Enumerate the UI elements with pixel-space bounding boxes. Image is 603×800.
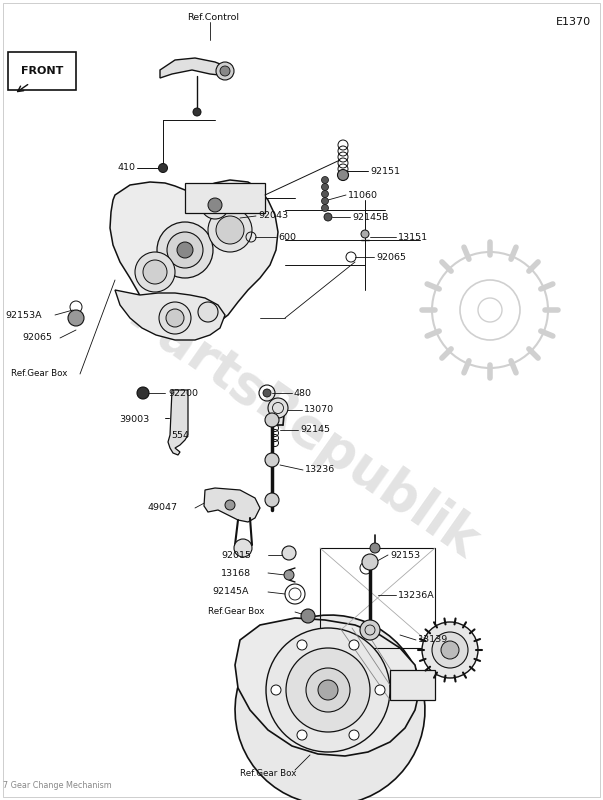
Circle shape (265, 413, 279, 427)
Circle shape (349, 640, 359, 650)
Text: 600: 600 (278, 233, 296, 242)
Text: 39003: 39003 (119, 415, 150, 425)
Text: 92153A: 92153A (5, 310, 42, 319)
Circle shape (216, 62, 234, 80)
Text: E1370: E1370 (556, 17, 591, 27)
Circle shape (324, 213, 332, 221)
Circle shape (375, 685, 385, 695)
Circle shape (234, 539, 252, 557)
Text: 92145B: 92145B (352, 213, 388, 222)
Text: 13236: 13236 (305, 466, 335, 474)
Circle shape (297, 640, 307, 650)
Text: 13139: 13139 (418, 635, 448, 645)
Text: 92151: 92151 (370, 166, 400, 175)
Text: FRONT: FRONT (21, 66, 63, 76)
Circle shape (321, 183, 329, 190)
Polygon shape (204, 488, 260, 522)
Circle shape (198, 302, 218, 322)
Text: 554: 554 (171, 430, 189, 439)
Circle shape (167, 232, 203, 268)
Circle shape (216, 216, 244, 244)
Circle shape (220, 66, 230, 76)
Circle shape (361, 230, 369, 238)
Polygon shape (168, 390, 188, 455)
Text: Ref.Gear Box: Ref.Gear Box (208, 607, 264, 617)
Circle shape (370, 543, 380, 553)
Text: Ref.Control: Ref.Control (187, 14, 239, 22)
Text: Ref.Gear Box: Ref.Gear Box (11, 370, 68, 378)
Text: 92065: 92065 (22, 334, 52, 342)
Text: 13070: 13070 (304, 406, 334, 414)
Polygon shape (160, 58, 230, 78)
Text: 11060: 11060 (348, 190, 378, 199)
Text: 13236A: 13236A (398, 590, 435, 599)
Circle shape (137, 387, 149, 399)
Text: 92145A: 92145A (212, 587, 248, 597)
Circle shape (271, 685, 281, 695)
Circle shape (208, 208, 252, 252)
Text: 13151: 13151 (398, 233, 428, 242)
Bar (185, 183, 265, 213)
Text: 92043: 92043 (258, 211, 288, 221)
Text: 92200: 92200 (168, 389, 198, 398)
Circle shape (306, 668, 350, 712)
Text: 410: 410 (118, 163, 136, 173)
Circle shape (159, 302, 191, 334)
Text: 7 Gear Change Mechanism: 7 Gear Change Mechanism (3, 781, 112, 790)
Circle shape (422, 622, 478, 678)
Circle shape (159, 163, 168, 173)
Circle shape (208, 198, 222, 212)
Circle shape (321, 190, 329, 198)
Text: PartsRepublik: PartsRepublik (117, 290, 487, 570)
Circle shape (166, 309, 184, 327)
Text: 92065: 92065 (376, 253, 406, 262)
Text: Ref.Gear Box: Ref.Gear Box (240, 770, 297, 778)
Text: 13168: 13168 (221, 569, 251, 578)
Circle shape (321, 205, 329, 211)
Circle shape (263, 389, 271, 397)
Polygon shape (235, 615, 425, 800)
Circle shape (318, 680, 338, 700)
Circle shape (177, 242, 193, 258)
Circle shape (321, 177, 329, 183)
Bar (8, 52, 76, 90)
Circle shape (225, 500, 235, 510)
Circle shape (301, 609, 315, 623)
Circle shape (360, 620, 380, 640)
Circle shape (441, 641, 459, 659)
Text: 92015: 92015 (221, 550, 251, 559)
Bar (390, 670, 435, 700)
Circle shape (268, 398, 288, 418)
Circle shape (193, 108, 201, 116)
Text: 49047: 49047 (148, 503, 178, 513)
Circle shape (349, 730, 359, 740)
Polygon shape (110, 180, 278, 332)
Circle shape (362, 554, 378, 570)
Text: 92145: 92145 (300, 426, 330, 434)
Polygon shape (115, 290, 225, 340)
Circle shape (265, 493, 279, 507)
Polygon shape (235, 618, 420, 756)
Circle shape (135, 252, 175, 292)
Circle shape (284, 570, 294, 580)
Circle shape (338, 170, 349, 181)
Circle shape (432, 632, 468, 668)
Circle shape (68, 310, 84, 326)
Circle shape (282, 546, 296, 560)
Circle shape (201, 191, 229, 219)
Circle shape (286, 648, 370, 732)
Circle shape (265, 453, 279, 467)
Circle shape (321, 198, 329, 205)
Circle shape (297, 730, 307, 740)
Circle shape (143, 260, 167, 284)
Circle shape (157, 222, 213, 278)
Text: 92153: 92153 (390, 550, 420, 559)
Circle shape (266, 628, 390, 752)
Text: 480: 480 (294, 389, 312, 398)
